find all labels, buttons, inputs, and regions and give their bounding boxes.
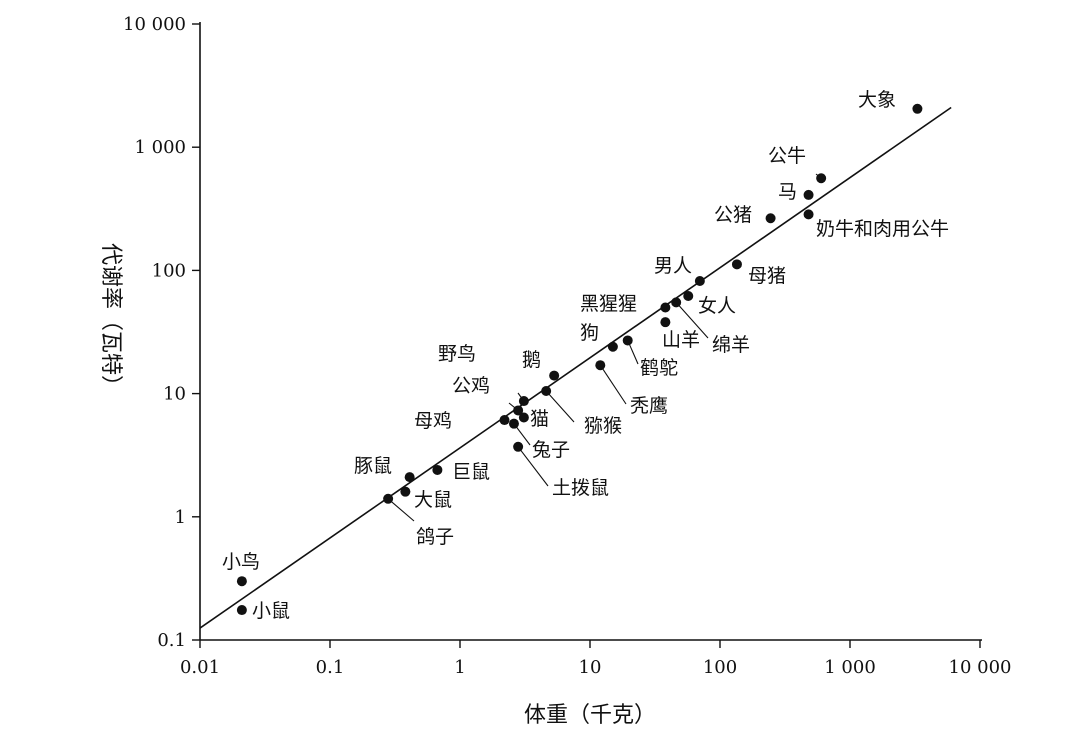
- point-label: 小鸟: [222, 551, 260, 573]
- data-point: [518, 412, 529, 423]
- point-label: 狗: [580, 322, 599, 344]
- point-label: 秃鹰: [630, 395, 668, 417]
- data-point: [660, 302, 671, 313]
- data-point: [660, 317, 671, 328]
- axes: 0.01 0.1 1 10 100 1 000 10 000 0.1 1 10 100 1 000 10…: [123, 14, 1011, 678]
- data-point: [508, 418, 519, 429]
- y-tick-label: 0.1: [157, 630, 186, 651]
- data-point: [518, 396, 529, 407]
- data-points: [236, 103, 923, 616]
- point-label: 猕猴: [584, 415, 622, 437]
- point-label: 小鼠: [252, 600, 290, 622]
- point-label: 山羊: [662, 329, 700, 351]
- x-tick-label: 10 000: [949, 657, 1012, 678]
- data-point: [816, 173, 827, 184]
- y-tick-label: 100: [152, 260, 186, 281]
- data-point: [432, 464, 443, 475]
- data-point: [404, 472, 415, 483]
- point-label: 豚鼠: [354, 455, 392, 477]
- data-point: [383, 493, 394, 504]
- leader-line: [387, 498, 415, 522]
- point-label: 公牛: [768, 145, 806, 167]
- x-tick-label: 0.1: [316, 657, 345, 678]
- y-tick-label: 10: [163, 384, 186, 405]
- x-tick-label: 0.01: [180, 657, 220, 678]
- data-point: [541, 385, 552, 396]
- x-tick-label: 1: [454, 657, 465, 678]
- data-point: [731, 259, 742, 270]
- leader-line: [599, 364, 627, 405]
- point-label: 鹤鸵: [640, 357, 678, 379]
- point-label: 马: [778, 181, 797, 203]
- point-label: 母鸡: [414, 410, 452, 432]
- point-label: 女人: [698, 295, 736, 317]
- point-label: 野鸟: [438, 343, 476, 365]
- data-point: [400, 486, 411, 497]
- x-tick-label: 1 000: [824, 657, 876, 678]
- data-point: [236, 605, 247, 616]
- x-tick-label: 10: [579, 657, 602, 678]
- data-point: [549, 370, 560, 381]
- data-point: [622, 335, 633, 346]
- data-point: [595, 360, 606, 371]
- y-tick-label: 10 000: [123, 14, 186, 35]
- data-point: [803, 189, 814, 200]
- point-label: 男人: [654, 255, 692, 277]
- y-tick-label: 1 000: [134, 137, 186, 158]
- point-label: 土拨鼠: [552, 477, 609, 499]
- data-point: [765, 213, 776, 224]
- point-label: 公猪: [714, 204, 752, 226]
- regression-line: [199, 106, 952, 629]
- point-label: 大象: [858, 89, 896, 111]
- data-point: [912, 103, 923, 114]
- point-label: 猫: [530, 408, 549, 430]
- point-label: 奶牛和肉用公牛: [816, 218, 949, 240]
- data-point: [683, 290, 694, 301]
- y-axis-title: 代谢率（瓦特）: [98, 243, 123, 397]
- data-point: [803, 209, 814, 220]
- leader-line: [517, 446, 549, 487]
- data-point: [694, 276, 705, 287]
- point-label: 鹅: [522, 349, 541, 371]
- point-label: 黑猩猩: [580, 293, 637, 315]
- data-point: [607, 341, 618, 352]
- data-point: [236, 576, 247, 587]
- x-axis-title: 体重（千克）: [524, 703, 656, 728]
- point-label: 兔子: [532, 439, 570, 461]
- data-point: [671, 297, 682, 308]
- data-point: [513, 405, 524, 416]
- point-label: 大鼠: [414, 489, 452, 511]
- point-label: 母猪: [748, 265, 786, 287]
- x-tick-label: 100: [703, 657, 737, 678]
- leader-line: [675, 302, 709, 339]
- point-label: 绵羊: [712, 334, 750, 356]
- data-point: [499, 415, 510, 426]
- y-tick-label: 1: [175, 507, 186, 528]
- point-label: 巨鼠: [452, 461, 490, 483]
- leader-line: [545, 390, 575, 423]
- data-point: [513, 441, 524, 452]
- point-label: 公鸡: [452, 375, 490, 397]
- point-label: 鸽子: [416, 526, 454, 548]
- axis-titles: 体重（千克） 代谢率（瓦特）: [98, 243, 656, 728]
